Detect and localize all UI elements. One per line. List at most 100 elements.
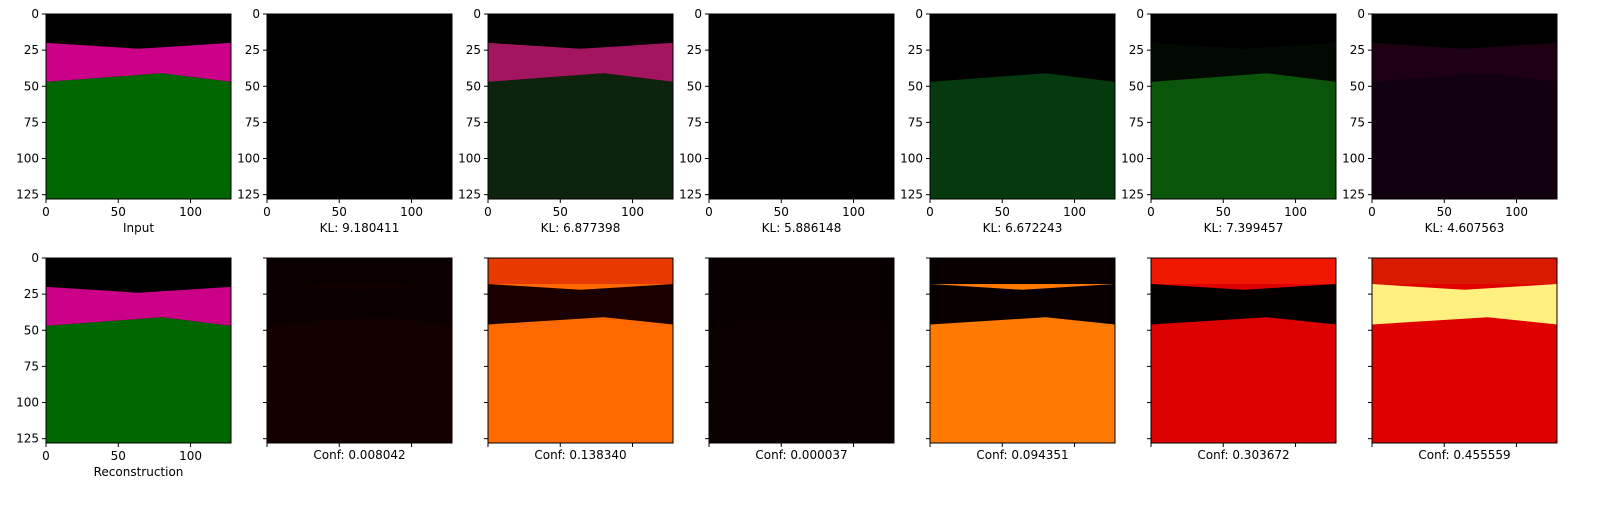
sky-region [1151, 258, 1336, 285]
y-tick-label: 125 [679, 188, 702, 202]
panel-frame [708, 257, 895, 444]
y-tick-label: 0 [31, 7, 39, 21]
y-tick-label: 75 [908, 115, 923, 129]
panel-frame [929, 257, 1116, 444]
horizon-band [267, 284, 452, 325]
panel-caption: Conf: 0.138340 [534, 448, 626, 462]
panel-caption: KL: 5.886148 [762, 221, 842, 235]
sky-band [930, 42, 1115, 82]
panel-caption: KL: 6.672243 [983, 221, 1063, 235]
panel-frame [929, 13, 1116, 200]
sky-band [488, 42, 673, 82]
panel-caption: KL: 4.607563 [1425, 221, 1505, 235]
x-tick-label: 50 [1216, 205, 1231, 219]
x-tick-label: 0 [42, 449, 50, 463]
panel-caption: Conf: 0.094351 [976, 448, 1068, 462]
panel-conf5: Conf: 0.303672 [1147, 257, 1337, 462]
sky-region [930, 258, 1115, 285]
panel-frame [1150, 13, 1337, 200]
y-tick-label: 75 [1350, 115, 1365, 129]
x-tick-label: 0 [263, 205, 271, 219]
y-tick-label: 125 [1342, 188, 1365, 202]
x-tick-label: 50 [111, 449, 126, 463]
x-tick-label: 0 [484, 205, 492, 219]
panel-conf1: Conf: 0.008042 [263, 257, 453, 462]
x-tick-label: 0 [705, 205, 713, 219]
y-tick-label: 125 [458, 188, 481, 202]
y-tick-label: 25 [24, 287, 39, 301]
x-tick-label: 100 [1284, 205, 1307, 219]
sky-region [709, 258, 894, 285]
horizon-band [488, 284, 673, 325]
ground-region [930, 73, 1115, 199]
panel-bg [267, 14, 452, 199]
x-tick-label: 50 [332, 205, 347, 219]
x-tick-label: 50 [1437, 205, 1452, 219]
y-tick-label: 125 [900, 188, 923, 202]
panel-conf3: Conf: 0.000037 [705, 257, 895, 462]
y-tick-label: 25 [908, 43, 923, 57]
ground-region [1151, 73, 1336, 199]
y-tick-label: 25 [687, 43, 702, 57]
x-tick-label: 50 [995, 205, 1010, 219]
y-tick-label: 75 [24, 359, 39, 373]
x-tick-label: 0 [42, 205, 50, 219]
sky-band [46, 286, 231, 326]
y-tick-label: 25 [245, 43, 260, 57]
panel-caption: Conf: 0.000037 [755, 448, 847, 462]
y-tick-label: 75 [24, 115, 39, 129]
panel-comp3: 0 50 100 0 25 50 75 100 125 KL: 5.886148 [679, 7, 895, 235]
y-tick-label: 50 [1350, 79, 1365, 93]
y-tick-label: 125 [237, 188, 260, 202]
panel-frame [1150, 257, 1337, 444]
horizon-band [709, 284, 894, 325]
y-tick-label: 75 [466, 115, 481, 129]
y-tick-label: 25 [1129, 43, 1144, 57]
y-tick-label: 50 [24, 323, 39, 337]
y-tick-label: 125 [16, 188, 39, 202]
y-tick-label: 25 [1350, 43, 1365, 57]
y-tick-label: 25 [466, 43, 481, 57]
y-tick-label: 50 [466, 79, 481, 93]
sky-band [1151, 42, 1336, 82]
ground-region [1372, 73, 1557, 199]
panel-frame [708, 13, 895, 200]
panel-frame [1371, 13, 1558, 200]
panel-comp2: 0 50 100 0 25 50 75 100 125 KL: 6.877398 [458, 7, 674, 235]
panel-caption: KL: 7.399457 [1204, 221, 1284, 235]
ground-region [488, 73, 673, 199]
panel-caption: Input [123, 221, 154, 235]
y-tick-label: 0 [473, 7, 481, 21]
x-tick-label: 50 [774, 205, 789, 219]
panel-caption: Conf: 0.303672 [1197, 448, 1289, 462]
panel-frame [487, 257, 674, 444]
sky-region [267, 258, 452, 285]
y-tick-label: 100 [16, 152, 39, 166]
y-tick-label: 100 [16, 396, 39, 410]
y-tick-label: 100 [1121, 152, 1144, 166]
y-tick-label: 50 [908, 79, 923, 93]
panel-comp6: 0 50 100 0 25 50 75 100 125 KL: 4.607563 [1342, 7, 1558, 235]
y-tick-label: 100 [458, 152, 481, 166]
sky-region [1372, 258, 1557, 285]
horizon-band [930, 284, 1115, 325]
panel-frame [266, 13, 453, 200]
y-tick-label: 100 [900, 152, 923, 166]
panel-conf6: Conf: 0.455559 [1368, 257, 1558, 462]
y-tick-label: 0 [1136, 7, 1144, 21]
panel-recon: 0 50 100 0 25 50 75 100 125 Reconstruction [16, 251, 232, 479]
y-tick-label: 125 [1121, 188, 1144, 202]
x-tick-label: 100 [400, 205, 423, 219]
panel-frame [1371, 257, 1558, 444]
panel-comp5: 0 50 100 0 25 50 75 100 125 KL: 7.399457 [1121, 7, 1337, 235]
sky-band [46, 42, 231, 82]
y-tick-label: 50 [1129, 79, 1144, 93]
x-tick-label: 100 [621, 205, 644, 219]
panel-caption: KL: 6.877398 [541, 221, 621, 235]
y-tick-label: 0 [694, 7, 702, 21]
x-tick-label: 100 [179, 205, 202, 219]
ground-region [46, 73, 231, 199]
panel-conf2: Conf: 0.138340 [484, 257, 674, 462]
x-tick-label: 0 [926, 205, 934, 219]
